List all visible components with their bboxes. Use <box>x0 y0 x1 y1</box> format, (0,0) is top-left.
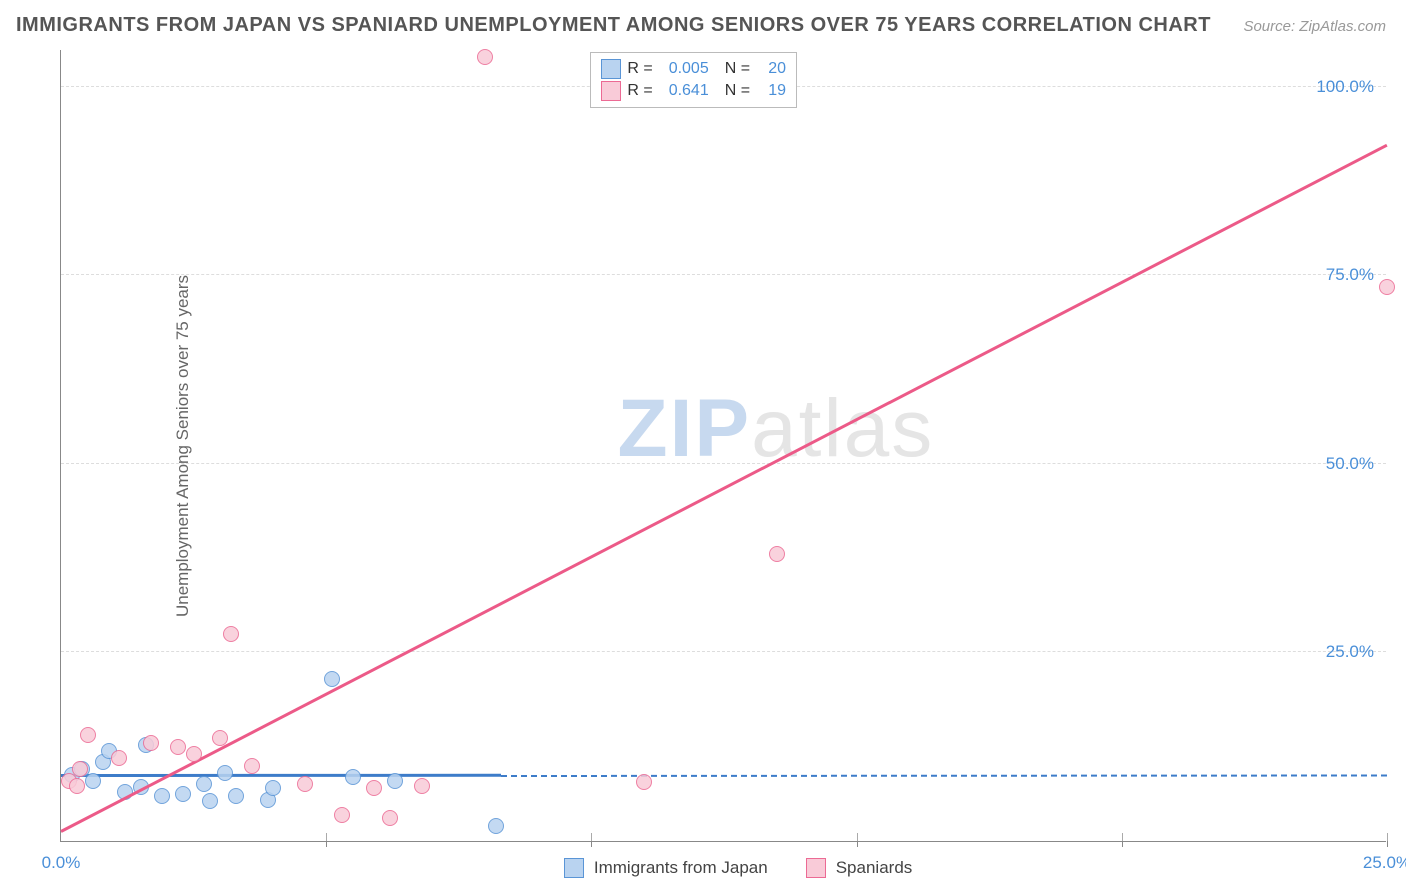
x-tick <box>857 841 858 847</box>
legend-swatch <box>806 858 826 878</box>
legend-r-label: R = <box>627 60 652 78</box>
data-point <box>80 727 96 743</box>
data-point <box>244 758 260 774</box>
legend-r-value: 0.641 <box>661 82 709 100</box>
data-point <box>217 765 233 781</box>
legend-swatch <box>564 858 584 878</box>
data-point <box>414 778 430 794</box>
legend-swatch <box>601 81 621 101</box>
data-point <box>186 746 202 762</box>
legend-n-value: 19 <box>758 82 786 100</box>
x-tick <box>326 841 327 847</box>
data-point <box>202 793 218 809</box>
x-tick <box>1122 841 1123 847</box>
data-point <box>382 810 398 826</box>
legend-row: R = 0.641 N = 19 <box>601 81 786 101</box>
x-tick-label: 0.0% <box>42 853 81 873</box>
gridline <box>61 463 1386 464</box>
gridline <box>61 274 1386 275</box>
data-point <box>223 626 239 642</box>
data-point <box>366 780 382 796</box>
watermark-zip: ZIP <box>618 383 752 474</box>
trend-line <box>60 144 1387 833</box>
data-point <box>324 671 340 687</box>
plot-area: ZIPatlas 25.0%50.0%75.0%100.0%0.0%25.0% <box>60 50 1386 842</box>
data-point <box>334 807 350 823</box>
y-tick-label: 75.0% <box>1326 265 1374 285</box>
legend-n-value: 20 <box>758 60 786 78</box>
trend-line-dash <box>501 774 1387 777</box>
data-point <box>69 778 85 794</box>
data-point <box>769 546 785 562</box>
y-tick-label: 25.0% <box>1326 642 1374 662</box>
data-point <box>196 776 212 792</box>
legend-series-label: Spaniards <box>836 858 913 878</box>
data-point <box>477 49 493 65</box>
legend-correlation: R = 0.005 N = 20 R = 0.641 N = 19 <box>590 52 797 108</box>
data-point <box>1379 279 1395 295</box>
data-point <box>488 818 504 834</box>
data-point <box>636 774 652 790</box>
data-point <box>387 773 403 789</box>
y-tick-label: 50.0% <box>1326 454 1374 474</box>
legend-series: Immigrants from Japan Spaniards <box>564 858 940 878</box>
data-point <box>297 776 313 792</box>
chart-title: IMMIGRANTS FROM JAPAN VS SPANIARD UNEMPL… <box>16 14 1211 37</box>
data-point <box>143 735 159 751</box>
legend-r-label: R = <box>627 82 652 100</box>
legend-swatch <box>601 59 621 79</box>
gridline <box>61 651 1386 652</box>
legend-n-label: N = <box>725 60 750 78</box>
trend-line <box>61 774 501 777</box>
data-point <box>111 750 127 766</box>
x-tick-label: 25.0% <box>1363 853 1406 873</box>
x-tick <box>1387 841 1388 847</box>
legend-n-label: N = <box>725 82 750 100</box>
correlation-chart: IMMIGRANTS FROM JAPAN VS SPANIARD UNEMPL… <box>0 0 1406 892</box>
data-point <box>154 788 170 804</box>
data-point <box>170 739 186 755</box>
data-point <box>265 780 281 796</box>
data-point <box>212 730 228 746</box>
data-point <box>345 769 361 785</box>
legend-r-value: 0.005 <box>661 60 709 78</box>
data-point <box>228 788 244 804</box>
data-point <box>85 773 101 789</box>
data-point <box>175 786 191 802</box>
legend-series-label: Immigrants from Japan <box>594 858 768 878</box>
x-tick <box>591 841 592 847</box>
legend-row: R = 0.005 N = 20 <box>601 59 786 79</box>
data-point <box>72 761 88 777</box>
y-tick-label: 100.0% <box>1316 77 1374 97</box>
source-label: Source: ZipAtlas.com <box>1243 18 1386 35</box>
